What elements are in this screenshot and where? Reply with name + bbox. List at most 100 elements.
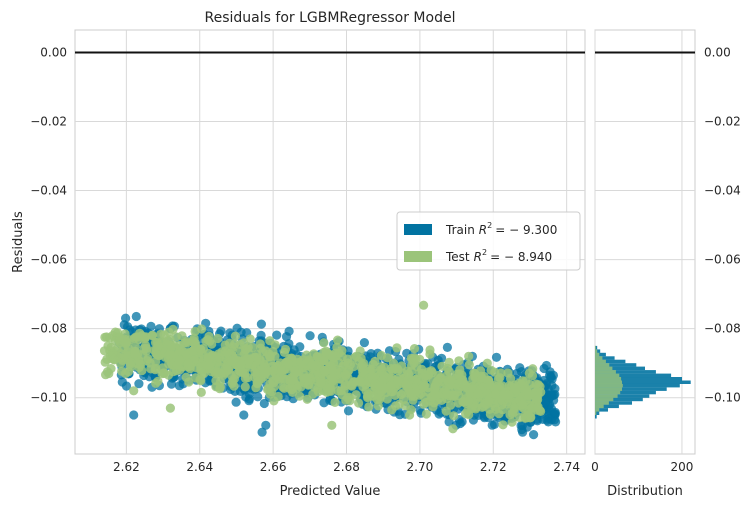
data-point [464,351,474,361]
data-point [477,402,487,412]
data-point [239,338,249,348]
data-point [359,338,369,348]
data-point [295,391,305,401]
data-point [152,350,162,360]
data-point [191,373,201,383]
data-point [252,378,262,388]
legend-swatch-test [404,251,432,262]
data-point [425,345,435,355]
data-point [468,374,478,384]
data-point [411,354,421,364]
data-point [309,349,319,359]
legend-swatch-train [404,224,432,235]
train-histogram-bar [595,352,606,357]
test-histogram-bar [595,390,621,395]
data-point [517,420,528,430]
data-point [278,374,288,384]
outlier-point [129,410,139,420]
outlier-point [551,417,561,427]
data-point [453,387,463,397]
distribution-y-tick-label: −0.04 [704,184,741,198]
data-point [484,396,494,406]
data-point [444,357,454,367]
y-tick-label: −0.04 [30,184,67,198]
data-point [416,388,426,399]
data-point [409,344,420,354]
data-point [487,420,497,430]
test-points [99,300,546,434]
test-histogram-bar [595,366,613,371]
data-point [346,380,356,390]
data-point [129,333,139,343]
data-point [493,374,503,384]
data-point [272,330,282,340]
data-point [236,360,246,370]
data-point [394,399,404,409]
data-point [134,379,144,389]
data-point [203,353,213,363]
data-point [333,335,343,345]
data-point [423,383,433,393]
data-point [214,353,225,363]
data-point [276,366,287,376]
distribution-y-tick-label: −0.08 [704,322,741,336]
data-point [319,355,329,365]
data-point [307,360,318,370]
data-point [319,338,329,348]
data-point [343,406,354,416]
data-point [373,401,383,411]
data-point [434,409,444,419]
data-point [375,381,385,391]
train-histogram-bar [595,377,682,381]
data-point [196,344,206,354]
y-tick-label: −0.08 [30,322,67,336]
data-point [431,381,441,392]
data-point [265,389,275,399]
data-point [392,343,402,353]
distribution-x-tick-label: 0 [591,460,599,474]
data-point [444,367,454,377]
test-histogram-bar [595,394,618,398]
data-point [327,351,337,361]
outlier-point [239,410,249,420]
test-histogram-bars [595,345,623,415]
data-point [359,358,369,369]
test-histogram-bar [595,383,623,388]
data-point [449,411,459,421]
data-point [343,358,353,368]
outlier-point [261,420,271,430]
outlier-point [103,341,113,351]
chart-title: Residuals for LGBMRegressor Model [205,10,456,26]
data-point [404,369,414,379]
outlier-point [518,400,528,410]
data-point [544,370,555,380]
data-point [491,352,502,362]
distribution-histogram [595,345,691,419]
data-point [166,379,177,389]
train-histogram-bar [595,394,650,398]
data-point [492,381,502,391]
data-point [278,382,288,392]
data-point [256,319,266,329]
test-histogram-bar [595,377,622,381]
test-histogram-bar [595,387,622,391]
x-tick-label: 2.64 [186,460,213,474]
data-point [375,365,386,375]
train-histogram-bar [595,349,601,353]
distribution-y-tick-labels: 0.00 −0.02 −0.04 −0.06 −0.08 −0.10 [704,45,741,404]
distribution-y-tick-label: 0.00 [704,45,731,59]
data-point [393,376,403,386]
data-point [181,372,191,382]
data-point [243,373,253,383]
train-histogram-bar [595,366,645,371]
x-tick-label: 2.74 [553,460,580,474]
scatter-points [99,300,561,440]
data-point [547,391,557,401]
data-point [550,407,560,417]
data-point [215,384,225,394]
data-point [327,373,337,383]
test-histogram-bar [595,370,616,374]
data-point [529,430,539,440]
data-point [292,383,302,393]
data-point [406,405,416,415]
